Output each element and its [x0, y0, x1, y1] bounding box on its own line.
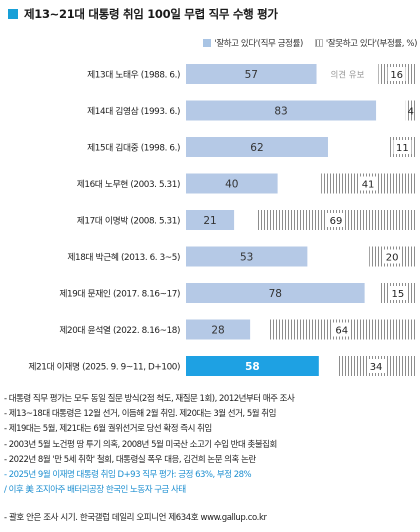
disapprove-value-background [393, 140, 412, 154]
approve-value-label: 83 [274, 106, 287, 118]
disapprove-value-background [367, 359, 386, 373]
approve-value-label: 53 [240, 252, 253, 264]
note-6: - 2025년 9월 이재명 대통령 취임 D+93 직무 평가: 긍정 63%… [4, 470, 252, 481]
legend: '잘하고 있다'(직무 긍정률) '잘못하고 있다'(부정률, %) [135, 37, 417, 49]
approve-bar [186, 246, 308, 267]
title-square-icon [8, 9, 18, 19]
category-label: 제14대 김영삼 (1993. 6.) [87, 105, 180, 117]
approve-bar [186, 137, 328, 157]
note-5: - 2022년 8월 '만 5세 취학' 철회, 대통령실 폭우 대응, 김건희… [4, 454, 256, 465]
approve-bar [186, 283, 365, 303]
chart-title-text: 제13~21대 대통령 취임 100일 무렵 직무 수행 평가 [24, 7, 278, 21]
legend-approve-swatch [203, 39, 212, 47]
approve-bar [186, 173, 278, 194]
disapprove-value-background [388, 286, 407, 300]
legend-disapprove-label: '잘못하고 있다'(부정률, %) [325, 39, 417, 49]
disapprove-value-background [383, 249, 402, 264]
approve-bar [186, 210, 235, 230]
disapprove-value-background [387, 67, 406, 81]
disapprove-value-background [359, 176, 378, 191]
annotation-label: 의견 유보 [330, 70, 364, 81]
note-1: - 대통령 직무 평가는 모두 동일 질문 방식(2점 척도, 재질문 1회),… [4, 394, 295, 404]
note-3: - 제19대는 5월, 제21대는 6월 궐위선거로 당선 확정 즉시 취임 [4, 424, 212, 435]
note-7: / 이후 美 조지아주 배터리공장 한국인 노동자 구금 사태 [4, 485, 186, 496]
approve-bar [186, 319, 251, 340]
disapprove-value-label: 20 [386, 253, 399, 264]
note-2: - 제13~18대 대통령은 12월 선거, 이듬해 2월 취임. 제20대는 … [4, 409, 276, 420]
disapprove-value-background [326, 213, 345, 227]
disapprove-value-label: 15 [391, 289, 404, 300]
category-label: 제13대 노태우 (1988. 6.) [87, 70, 180, 81]
legend-disapprove-swatch [314, 39, 323, 47]
legend-approve-label: '잘하고 있다'(직무 긍정률) [214, 39, 303, 49]
approve-value-label: 28 [211, 325, 224, 337]
disapprove-value-label: 16 [390, 70, 403, 81]
category-label: 제16대 노무현 (2003. 5.31) [77, 179, 180, 190]
category-label: 제19대 문재인 (2017. 8.16~17) [59, 289, 180, 300]
approve-value-label: 78 [269, 288, 282, 300]
disapprove-value-label: 69 [330, 216, 343, 227]
chart-title: 제13~21대 대통령 취임 100일 무렵 직무 수행 평가 [8, 4, 278, 24]
approve-value-label: 57 [245, 69, 258, 81]
disapprove-value-label: 4 [408, 107, 414, 118]
disapprove-value-label: 41 [362, 180, 375, 191]
note-4: - 2003년 5월 노건평 땅 투기 의혹, 2008년 5월 미국산 소고기… [4, 439, 277, 450]
disapprove-value-background [332, 322, 351, 337]
category-label: 제18대 박근혜 (2013. 6. 3~5) [67, 252, 180, 263]
category-label: 제21대 이재명 (2025. 9. 9~11, D+100) [28, 362, 180, 373]
category-label: 제17대 이명박 (2008. 5.31) [77, 216, 180, 227]
notes: - 대통령 직무 평가는 모두 동일 질문 방식(2점 척도, 재질문 1회),… [4, 392, 418, 498]
approve-value-label: 58 [245, 361, 260, 373]
approve-value-label: 40 [225, 179, 238, 191]
disapprove-value-label: 64 [335, 326, 348, 337]
disapprove-bar [405, 100, 415, 121]
category-label: 제15대 김대중 (1998. 6.) [87, 142, 180, 154]
approve-value-label: 62 [250, 142, 263, 154]
approve-value-label: 21 [203, 215, 216, 227]
disapprove-value-label: 34 [370, 362, 383, 373]
approve-bar [186, 356, 319, 376]
approve-bar [186, 100, 377, 121]
source-note: - 괄호 안은 조사 시기. 한국갤럽 데일리 오피니언 제634호 www.g… [4, 513, 267, 523]
approve-bar [186, 64, 317, 84]
category-label: 제20대 윤석열 (2022. 8.16~18) [59, 325, 180, 336]
disapprove-value-label: 11 [396, 143, 409, 154]
bar-chart: 제13대 노태우 (1988. 6.) 57 16 제14대 김영삼 (1993. 6… [28, 64, 415, 376]
